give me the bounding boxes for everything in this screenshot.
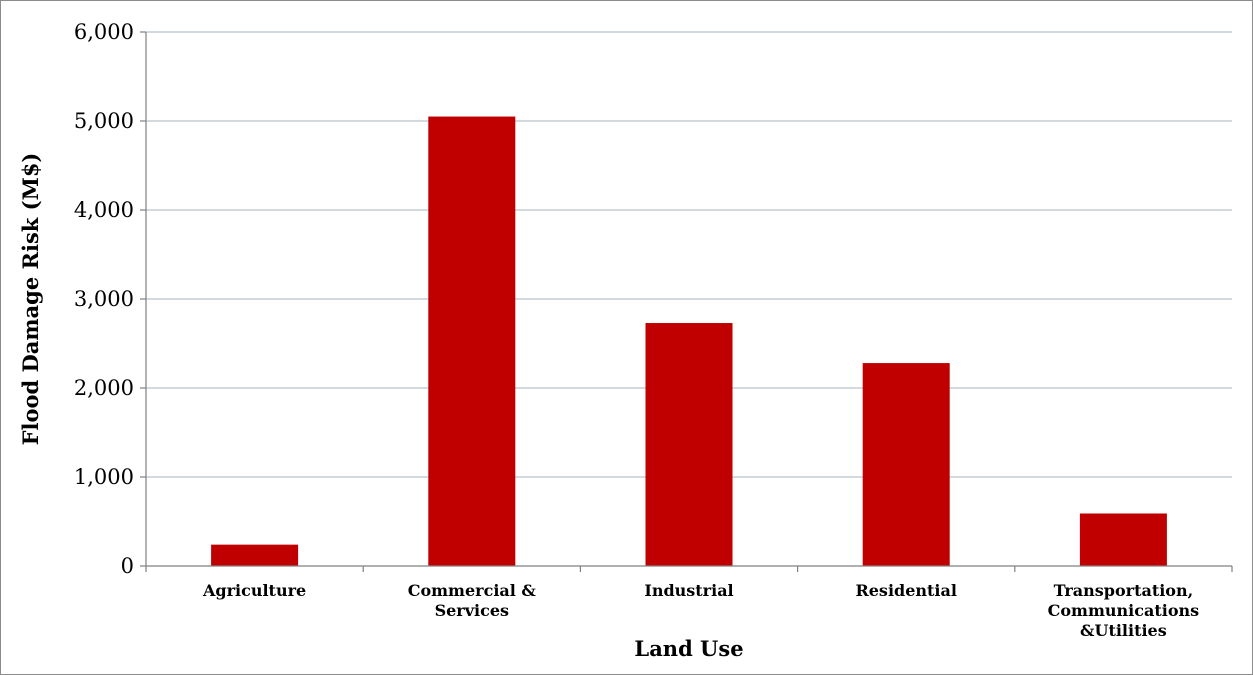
y-tick-label: 1,000: [74, 465, 134, 489]
bar: [211, 544, 299, 566]
y-tick-label: 6,000: [74, 20, 134, 44]
x-tick-label: Industrial: [644, 581, 733, 600]
bar: [862, 363, 950, 566]
x-axis-title: Land Use: [634, 636, 743, 661]
bars: [211, 116, 1167, 567]
x-tick-label: Services: [435, 601, 509, 620]
y-axis-title: Flood Damage Risk (M$): [18, 153, 43, 446]
y-tick-label: 2,000: [74, 376, 134, 400]
x-tick-label: Transportation,: [1054, 581, 1194, 600]
y-tick-label: 5,000: [74, 109, 134, 133]
x-tick-label: Commercial &: [408, 581, 537, 600]
bar: [1079, 513, 1167, 566]
y-tick-label: 3,000: [74, 287, 134, 311]
bar: [428, 116, 516, 567]
y-tick-label: 4,000: [74, 198, 134, 222]
x-tick-label: Agriculture: [202, 581, 306, 600]
tick-labels: 0 1,000 2,000 3,000 4,000 5,000 6,000 Agricultu…: [74, 20, 1199, 640]
axes: [140, 31, 1233, 572]
x-tick-label: Communications: [1048, 601, 1200, 620]
x-tick-label: &Utilities: [1080, 621, 1167, 640]
y-tick-label: 0: [121, 554, 134, 578]
bar: [645, 323, 733, 566]
gridlines: [146, 31, 1232, 478]
x-tick-label: Residential: [855, 581, 956, 600]
